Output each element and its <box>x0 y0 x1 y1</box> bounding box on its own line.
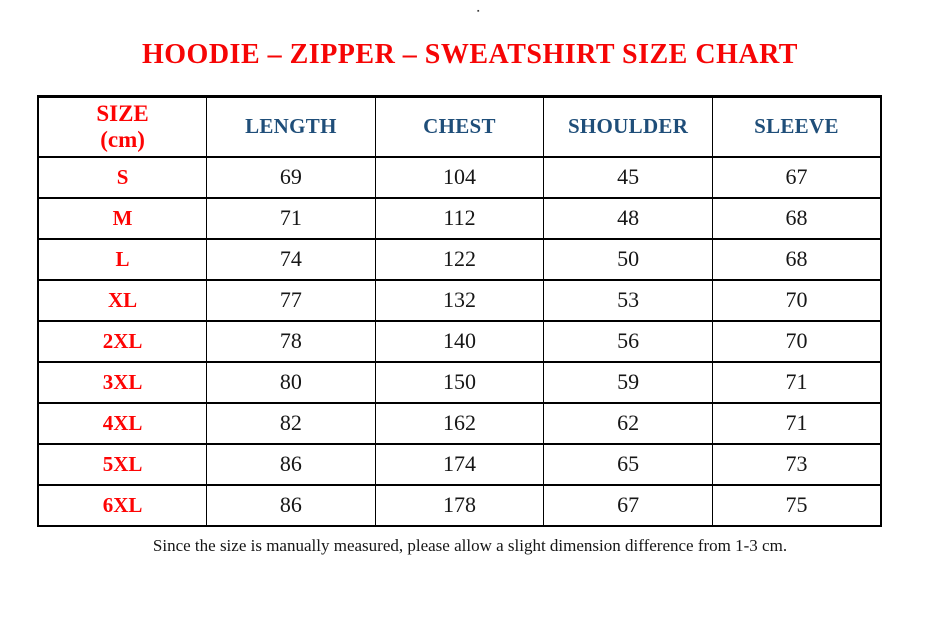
cell-2xl-chest: 140 <box>374 319 545 363</box>
stray-mark: ▪ <box>477 7 480 15</box>
header-row: SIZE (cm) LENGTH CHEST SHOULDER SLEEVE <box>37 95 882 158</box>
cell-l-shoulder: 50 <box>543 237 713 281</box>
cell-6xl-shoulder: 67 <box>543 483 713 527</box>
cell-xl-chest: 132 <box>374 278 545 322</box>
cell-s-chest: 104 <box>374 155 545 199</box>
cell-6xl-chest: 178 <box>374 483 545 527</box>
size-label-l: L <box>37 237 208 281</box>
cell-5xl-shoulder: 65 <box>543 442 713 486</box>
size-label-m: M <box>37 196 208 240</box>
column-header-shoulder: SHOULDER <box>543 95 713 158</box>
cell-4xl-chest: 162 <box>374 401 545 445</box>
table-header: SIZE (cm) LENGTH CHEST SHOULDER SLEEVE <box>37 95 882 158</box>
size-label-5xl: 5XL <box>37 442 208 486</box>
size-label-2xl: 2XL <box>37 319 208 363</box>
footer-note: Since the size is manually measured, ple… <box>152 536 788 555</box>
cell-xl-sleeve: 70 <box>711 278 882 322</box>
cell-s-sleeve: 67 <box>711 155 882 199</box>
cell-5xl-chest: 174 <box>374 442 545 486</box>
size-row-5xl: 5XL 86 174 65 73 <box>37 442 882 486</box>
size-row-l: L 74 122 50 68 <box>37 237 882 281</box>
column-header-sleeve: SLEEVE <box>711 95 882 158</box>
cell-xl-length: 77 <box>206 278 376 322</box>
cell-m-chest: 112 <box>374 196 545 240</box>
cell-5xl-sleeve: 73 <box>711 442 882 486</box>
size-label-4xl: 4XL <box>37 401 208 445</box>
cell-6xl-length: 86 <box>206 483 376 527</box>
cell-m-sleeve: 68 <box>711 196 882 240</box>
cell-4xl-length: 82 <box>206 401 376 445</box>
size-row-4xl: 4XL 82 162 62 71 <box>37 401 882 445</box>
cell-2xl-length: 78 <box>206 319 376 363</box>
size-label-3xl: 3XL <box>37 360 208 404</box>
column-header-size: SIZE (cm) <box>37 95 208 158</box>
cell-l-length: 74 <box>206 237 376 281</box>
cell-m-shoulder: 48 <box>543 196 713 240</box>
column-header-length: LENGTH <box>206 95 376 158</box>
size-row-6xl: 6XL 86 178 67 75 <box>37 483 882 527</box>
cell-4xl-shoulder: 62 <box>543 401 713 445</box>
size-label-xl: XL <box>37 278 208 322</box>
cell-3xl-sleeve: 71 <box>711 360 882 404</box>
size-row-2xl: 2XL 78 140 56 70 <box>37 319 882 363</box>
cell-s-shoulder: 45 <box>543 155 713 199</box>
size-row-s: S 69 104 45 67 <box>37 155 882 199</box>
size-row-3xl: 3XL 80 150 59 71 <box>37 360 882 404</box>
page-title: HOODIE – ZIPPER – SWEATSHIRT SIZE CHART <box>142 39 798 70</box>
cell-m-length: 71 <box>206 196 376 240</box>
table-body: S 69 104 45 67 M 71 112 48 68 L 74 122 50 68 XL 77 132 53 7… <box>37 155 882 527</box>
cell-s-length: 69 <box>206 155 376 199</box>
cell-3xl-length: 80 <box>206 360 376 404</box>
column-header-chest: CHEST <box>374 95 545 158</box>
cell-xl-shoulder: 53 <box>543 278 713 322</box>
size-label-s: S <box>37 155 208 199</box>
size-row-xl: XL 77 132 53 70 <box>37 278 882 322</box>
cell-2xl-shoulder: 56 <box>543 319 713 363</box>
cell-l-sleeve: 68 <box>711 237 882 281</box>
cell-4xl-sleeve: 71 <box>711 401 882 445</box>
size-label-6xl: 6XL <box>37 483 208 527</box>
cell-3xl-shoulder: 59 <box>543 360 713 404</box>
cell-6xl-sleeve: 75 <box>711 483 882 527</box>
cell-5xl-length: 86 <box>206 442 376 486</box>
size-row-m: M 71 112 48 68 <box>37 196 882 240</box>
cell-2xl-sleeve: 70 <box>711 319 882 363</box>
cell-3xl-chest: 150 <box>374 360 545 404</box>
cell-l-chest: 122 <box>374 237 545 281</box>
size-chart-table: SIZE (cm) LENGTH CHEST SHOULDER SLEEVE S 69 10… <box>37 95 882 527</box>
